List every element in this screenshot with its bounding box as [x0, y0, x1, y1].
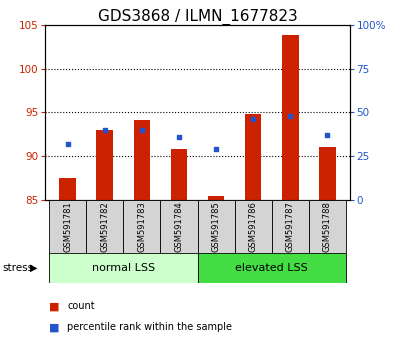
Bar [123, 200, 160, 253]
Bar [282, 35, 299, 200]
Bar [49, 253, 198, 283]
Text: percentile rank within the sample: percentile rank within the sample [67, 322, 232, 332]
Text: count: count [67, 301, 95, 311]
Point [250, 116, 256, 122]
Point [102, 127, 108, 133]
Bar [86, 200, 123, 253]
Bar [272, 200, 309, 253]
Point [213, 146, 219, 152]
Text: stress: stress [2, 263, 33, 273]
Point [176, 134, 182, 140]
Bar [235, 200, 272, 253]
Text: GSM591783: GSM591783 [137, 201, 147, 252]
Bar [134, 120, 150, 200]
Bar [198, 253, 346, 283]
Bar [319, 147, 336, 200]
Text: ■: ■ [49, 301, 60, 311]
Bar [208, 196, 224, 200]
Bar [309, 200, 346, 253]
Text: GSM591781: GSM591781 [63, 201, 72, 252]
Bar [96, 130, 113, 200]
Point [324, 132, 331, 138]
Text: normal LSS: normal LSS [92, 263, 155, 273]
Text: GSM591786: GSM591786 [248, 201, 258, 252]
Text: ■: ■ [49, 322, 60, 332]
Text: ▶: ▶ [30, 263, 38, 273]
Bar [49, 200, 86, 253]
Text: GDS3868 / ILMN_1677823: GDS3868 / ILMN_1677823 [98, 9, 297, 25]
Bar [59, 178, 76, 200]
Text: elevated LSS: elevated LSS [235, 263, 308, 273]
Point [64, 141, 71, 147]
Text: GSM591784: GSM591784 [175, 201, 183, 252]
Text: GSM591788: GSM591788 [323, 201, 332, 252]
Text: GSM591785: GSM591785 [212, 201, 220, 252]
Bar [171, 149, 187, 200]
Text: GSM591782: GSM591782 [100, 201, 109, 252]
Text: GSM591787: GSM591787 [286, 201, 295, 252]
Point [287, 113, 293, 119]
Bar [198, 200, 235, 253]
Bar [245, 114, 261, 200]
Bar [160, 200, 198, 253]
Point [139, 127, 145, 133]
